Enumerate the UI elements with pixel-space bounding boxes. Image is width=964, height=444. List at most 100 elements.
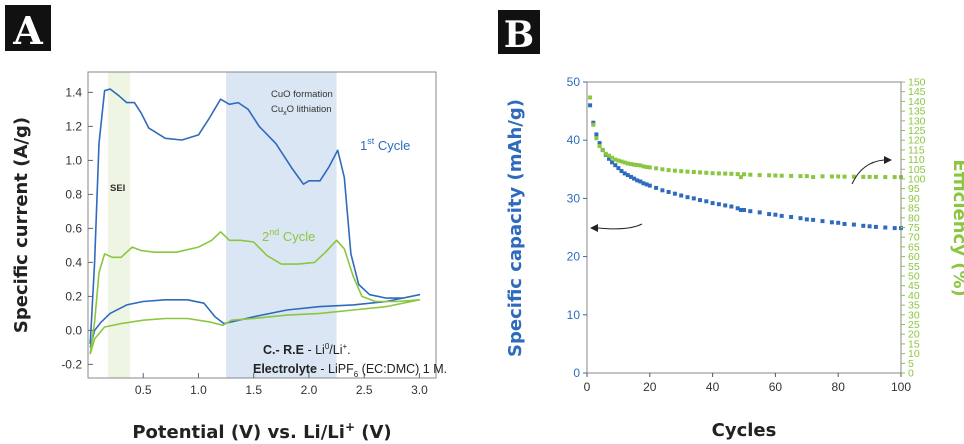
capacity-point-0: [588, 103, 593, 108]
b-y2tick-label-10: 50: [908, 271, 920, 283]
capacity-point-14: [632, 176, 637, 181]
sei-label: SEI: [110, 183, 125, 194]
efficiency-point-50: [861, 174, 866, 179]
efficiency-point-52: [873, 174, 878, 179]
chart-b-ylabel: Specific capacity (mAh/g): [505, 99, 526, 357]
b-y2tick-label-26: 130: [908, 115, 926, 127]
capacity-point-46: [829, 220, 834, 225]
b-xtick-label-3: 60: [769, 380, 783, 394]
chart-b-xlabel: Cycles: [712, 420, 777, 441]
capacity-point-3: [597, 141, 602, 146]
efficiency-point-37: [757, 173, 762, 178]
arrow-to-efficiency-head: [884, 156, 892, 164]
b-y2tick-label-23: 115: [908, 144, 925, 156]
a-xtick-label-1: 1.0: [190, 383, 207, 397]
cycle-2-rest: Cycle: [279, 229, 315, 244]
capacity-point-38: [767, 212, 772, 217]
capacity-point-43: [804, 217, 809, 222]
re-tail: /Li: [329, 343, 342, 357]
efficiency-point-31: [723, 171, 728, 176]
capacity-point-44: [811, 217, 816, 222]
capacity-point-20: [654, 185, 659, 190]
efficiency-point-16: [638, 163, 643, 168]
b-xtick-label-1: 20: [643, 380, 657, 394]
efficiency-point-43: [804, 174, 809, 179]
b-ytick-label-4: 40: [567, 133, 581, 147]
b-y2tick-label-15: 75: [908, 222, 920, 234]
efficiency-point-3: [597, 144, 602, 148]
b-y2tick-label-4: 20: [908, 329, 920, 341]
electrolyte-note: Electrolyte - LiPF6 (EC:DMC) 1 M.: [253, 362, 447, 379]
capacity-point-12: [625, 173, 630, 178]
reference-electrode-note: C.- R.E - Li0/Li+.: [263, 342, 351, 357]
capacity-point-30: [716, 202, 721, 207]
el-tail: (EC:DMC) 1 M.: [358, 362, 447, 376]
xlabel-suffix: (V): [355, 422, 392, 443]
b-ytick-label-5: 50: [567, 75, 581, 89]
cuxo-lithiation-label: CuxO lithiation: [271, 104, 332, 117]
shaded-region-1: [107, 72, 130, 378]
chart-b: 0 20 40 60 80 1000102030405005101520253035404…: [505, 75, 964, 441]
b-y2tick-label-0: 0: [908, 368, 914, 380]
cycle-1-main: 1: [360, 138, 367, 153]
efficiency-point-32: [729, 171, 734, 176]
shaded-region-2: [226, 72, 337, 378]
efficiency-point-35: [742, 172, 746, 177]
cuxo-rest: O lithiation: [287, 104, 332, 115]
capacity-point-31: [723, 203, 728, 208]
capacity-point-2: [594, 132, 599, 137]
capacity-point-16: [638, 179, 643, 184]
chart-a: 0.5 1.0 1.5 2.0 2.5 3.0-0.20.00.20.40.60.81.0…: [11, 71, 447, 443]
b-xtick-label-4: 80: [832, 380, 846, 394]
efficiency-point-41: [789, 173, 794, 178]
efficiency-point-39: [773, 173, 778, 178]
b-y2tick-label-30: 150: [908, 77, 926, 89]
capacity-point-8: [613, 163, 618, 168]
efficiency-point-51: [867, 174, 872, 179]
capacity-point-29: [710, 201, 715, 206]
capacity-point-49: [851, 222, 856, 227]
re-end: .: [347, 343, 350, 357]
arrow-to-efficiency: [851, 159, 885, 185]
capacity-point-6: [607, 156, 611, 161]
efficiency-point-12: [625, 161, 630, 166]
efficiency-point-22: [666, 168, 671, 173]
a-ytick-label-8: 1.4: [65, 85, 82, 99]
b-y2tick-label-12: 60: [908, 251, 920, 263]
panel-b-badge: [498, 10, 540, 54]
efficiency-point-38: [767, 173, 772, 178]
capacity-point-42: [798, 216, 803, 221]
capacity-point-15: [635, 178, 640, 183]
capacity-point-17: [641, 181, 646, 186]
efficiency-point-24: [679, 169, 684, 174]
el-value: - LiPF: [317, 362, 354, 376]
b-y2tick-label-16: 80: [908, 212, 920, 224]
efficiency-point-47: [836, 174, 841, 179]
panel-a-badge: [5, 5, 51, 51]
efficiency-point-9: [616, 158, 621, 163]
efficiency-point-20: [654, 166, 659, 171]
capacity-point-45: [820, 219, 825, 224]
efficiency-point-26: [691, 170, 696, 174]
efficiency-point-2: [594, 136, 599, 141]
a-ytick-label-5: 0.8: [65, 187, 82, 201]
chart-a-ylabel: Specific current (A/g): [11, 117, 32, 333]
capacity-point-19: [647, 183, 652, 188]
efficiency-point-46: [829, 174, 834, 179]
b-y2tick-label-21: 105: [908, 164, 926, 176]
cycle-2-main: 2: [262, 229, 269, 244]
efficiency-point-45: [820, 174, 825, 179]
panel-a-label: A: [12, 8, 43, 53]
cv-curve-1: [89, 88, 421, 348]
a-ytick-label-0: -0.2: [61, 357, 82, 371]
efficiency-point-42: [798, 174, 803, 179]
re-sup: 0: [325, 342, 330, 351]
efficiency-point-25: [685, 169, 690, 174]
b-y2tick-label-5: 25: [908, 319, 920, 331]
chart-a-frame: [87, 71, 437, 379]
capacity-point-10: [619, 169, 624, 173]
re-tail-sup: +: [342, 342, 347, 351]
arrow-to-capacity-head: [590, 224, 598, 232]
capacity-point-54: [892, 226, 897, 231]
